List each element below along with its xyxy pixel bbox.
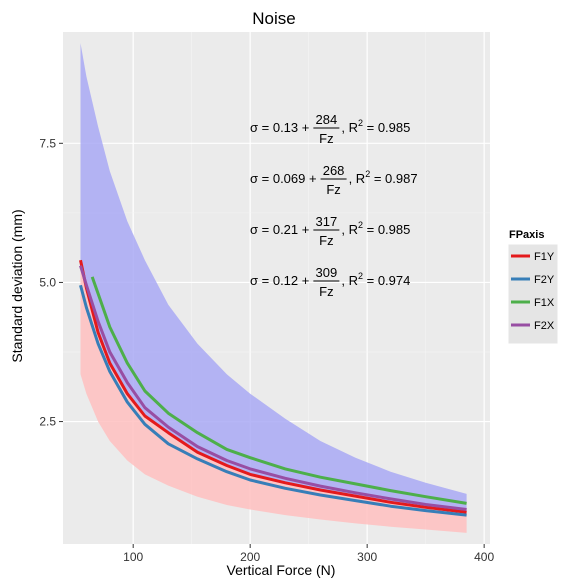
legend-key-box (507, 243, 559, 345)
y-tick-label: 2.5 (39, 415, 56, 429)
x-tick-label: 100 (123, 550, 143, 564)
band-0 (80, 43, 467, 513)
equation-lhs: σ = 0.12 + (250, 273, 309, 288)
equation-rsq: , R2 = 0.974 (341, 271, 410, 288)
y-tick-label: 7.5 (39, 136, 56, 150)
band-1 (80, 260, 467, 533)
equation-lhs: σ = 0.21 + (250, 222, 309, 237)
legend: FPaxis F1Y F2Y F1X F2X (507, 229, 559, 345)
series-line-f2x (79, 265, 467, 511)
series-line-f2y (79, 284, 467, 517)
legend-label-f1x: F1X (534, 297, 555, 309)
equation-numerator: 309 (316, 265, 338, 280)
equation-denominator: Fz (319, 233, 333, 248)
x-tick-label: 400 (474, 550, 494, 564)
fit-equation: σ = 0.21 + 317 Fz , R2 = 0.985 (250, 214, 410, 248)
equation-lhs: σ = 0.069 + (250, 171, 317, 186)
y-tick-label: 5.0 (39, 275, 56, 289)
x-axis-ticks: 100 200 300 400 (123, 544, 494, 564)
x-axis-title: Vertical Force (N) (227, 562, 336, 578)
equation-lhs: σ = 0.13 + (250, 120, 309, 135)
series-line-f1x (90, 276, 467, 505)
x-tick-label: 300 (357, 550, 377, 564)
y-axis-ticks: 2.5 5.0 7.5 (39, 136, 63, 429)
equation-rsq: , R2 = 0.985 (341, 118, 410, 135)
fit-equation: σ = 0.12 + 309 Fz , R2 = 0.974 (250, 265, 410, 299)
equation-numerator: 317 (316, 214, 338, 229)
equation-denominator: Fz (326, 182, 340, 197)
confidence-bands (80, 43, 467, 533)
y-axis-title: Standard deviation (mm) (9, 209, 25, 362)
x-tick-label: 200 (240, 550, 260, 564)
fit-lines (79, 259, 467, 517)
equation-rsq: , R2 = 0.985 (341, 220, 410, 237)
legend-title: FPaxis (509, 229, 544, 241)
equation-numerator: 268 (323, 163, 345, 178)
series-line-f1y (79, 259, 467, 514)
legend-label-f2y: F2Y (534, 274, 555, 286)
equation-denominator: Fz (319, 131, 333, 146)
equation-denominator: Fz (319, 284, 333, 299)
chart-title: Noise (252, 9, 295, 28)
legend-label-f2x: F2X (534, 320, 555, 332)
equation-rsq: , R2 = 0.987 (349, 169, 418, 186)
fit-equations: σ = 0.13 + 284 Fz , R2 = 0.985 σ = 0.069 + 26… (250, 112, 418, 299)
equation-numerator: 284 (316, 112, 338, 127)
legend-label-f1y: F1Y (534, 251, 555, 263)
